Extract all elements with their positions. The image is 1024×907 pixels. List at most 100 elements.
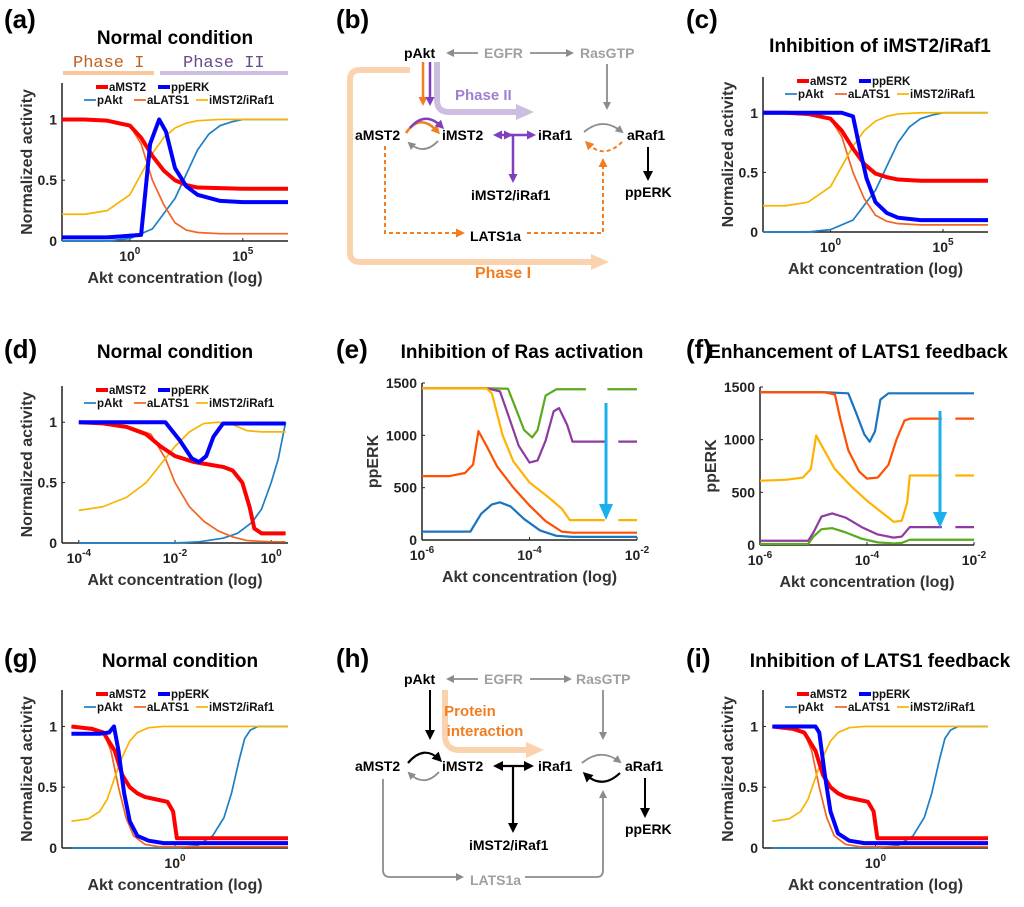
series-line-series5	[422, 501, 637, 538]
down-arrow-icon	[933, 512, 947, 528]
series-line-series1	[422, 387, 586, 439]
legend-label: iMST2/iRaf1	[209, 702, 275, 714]
h-araf1-to-iraf1-arrow	[582, 771, 621, 783]
node-pperk: ppERK	[625, 184, 672, 200]
panel-letter-d: (d)	[4, 334, 37, 364]
x-tick-label: 10-4	[855, 550, 880, 568]
series-line-series4	[422, 430, 637, 534]
y-tick-label: 1500	[724, 379, 755, 395]
phase1-label: Phase I	[73, 54, 144, 73]
series-line-ppERK	[62, 117, 288, 240]
chart-title: Normal condition	[97, 28, 253, 49]
h-node-complex: iMST2/iRaf1	[469, 837, 549, 853]
chart-title: Normal condition	[102, 651, 258, 672]
x-axis-label: Akt concentration (log)	[87, 877, 262, 894]
phase1-bar	[63, 71, 154, 75]
chart-title: Normal condition	[97, 342, 253, 363]
node-complex: iMST2/iRaf1	[471, 187, 551, 203]
y-tick-label: 1000	[386, 427, 417, 443]
y-tick-label: 0	[747, 537, 755, 553]
series-line-series1	[760, 391, 974, 443]
y-axis-label: Normalized activity	[19, 696, 36, 842]
legend-label: aLATS1	[147, 398, 190, 410]
amst2-to-imst2-purple	[409, 117, 445, 130]
h-lats1a-to-raf-arrow	[525, 790, 607, 878]
y-tick-label: 1000	[724, 432, 755, 448]
x-axis-label: Akt concentration (log)	[87, 270, 262, 287]
node-iraf1: iRaf1	[538, 127, 572, 143]
legend-label: ppERK	[171, 385, 210, 397]
h-node-amst2: aMST2	[355, 758, 400, 774]
y-tick-label: 500	[732, 484, 756, 500]
y-tick-label: 0	[49, 233, 57, 249]
phase2-bar	[160, 71, 288, 75]
panel-letter-b: (b)	[336, 4, 369, 34]
legend-label: iMST2/iRaf1	[910, 89, 976, 101]
y-tick-label: 0.5	[38, 172, 58, 188]
h-amst2-to-lats1a-arrow	[382, 779, 464, 881]
x-axis-label: Akt concentration (log)	[779, 574, 954, 591]
diagram-h: Protein interaction pAkt EGFR RasGTP aMS…	[355, 671, 672, 888]
y-tick-label: 0.5	[38, 779, 58, 795]
legend-label: aLATS1	[147, 702, 190, 714]
phase2-path	[434, 62, 534, 120]
protein-interaction-label-1: Protein	[444, 703, 496, 720]
iraf1-to-araf1-arrow	[583, 123, 624, 134]
x-tick-label: 10-2	[625, 545, 650, 563]
legend-label: iMST2/iRaf1	[209, 398, 275, 410]
y-tick-label: 500	[394, 480, 418, 496]
x-tick-label: 100	[261, 548, 283, 566]
protein-interaction-path	[442, 690, 544, 758]
legend-label: ppERK	[872, 689, 911, 701]
down-arrow-icon	[599, 504, 613, 520]
series-line-aMST2	[763, 110, 988, 183]
y-tick-label: 0	[409, 532, 417, 548]
h-imst2-to-amst2-arrow	[407, 771, 440, 782]
chart-title: Inhibition of iMST2/iRaf1	[769, 36, 991, 57]
series-line-aLATS1	[71, 725, 288, 848]
series-line-aLATS1	[61, 118, 288, 235]
node-rasgtp: RasGTP	[580, 45, 634, 61]
legend-label: pAkt	[97, 398, 123, 410]
phase1-path	[347, 67, 609, 270]
y-tick-label: 1500	[386, 375, 417, 391]
node-pakt: pAkt	[404, 45, 435, 61]
legend-label: pAkt	[97, 95, 123, 107]
legend-label: ppERK	[872, 76, 911, 88]
y-tick-label: 0	[750, 224, 758, 240]
x-tick-label: 10-4	[517, 545, 542, 563]
x-tick-label: 105	[932, 237, 954, 255]
series-line-iMST2/iRaf1	[62, 118, 288, 216]
legend-label: aMST2	[810, 689, 847, 701]
legend-label: aMST2	[109, 82, 146, 94]
legend-label: iMST2/iRaf1	[910, 702, 976, 714]
y-axis-label: ppERK	[703, 439, 720, 493]
series-line-ppERK	[763, 110, 988, 223]
series-line-aMST2	[62, 117, 288, 191]
series-line-series3	[759, 434, 942, 523]
legend-label: pAkt	[97, 702, 123, 714]
legend-label: aLATS1	[848, 89, 891, 101]
chart-a: Normal condition 100 105 0 0.5 1 Akt concentra…	[19, 28, 288, 287]
x-tick-label: 10-4	[67, 548, 92, 566]
h-node-imst2: iMST2	[442, 758, 483, 774]
phase2-label: Phase II	[183, 54, 265, 73]
panel-letter-i: (i)	[686, 643, 711, 673]
x-tick-label: 10-2	[962, 550, 987, 568]
y-tick-label: 0.5	[38, 475, 58, 491]
series-line-pAkt	[763, 111, 988, 233]
panel-letter-e: (e)	[336, 334, 368, 364]
x-tick-label: 100	[820, 237, 842, 255]
chart-title: Inhibition of LATS1 feedback	[750, 651, 1011, 672]
x-tick-label: 100	[119, 246, 141, 264]
panel-letter-h: (h)	[336, 643, 369, 673]
y-tick-label: 0.5	[739, 164, 759, 180]
x-axis-label: Akt concentration (log)	[788, 877, 963, 894]
node-imst2: iMST2	[442, 127, 483, 143]
y-tick-label: 1	[49, 414, 57, 430]
h-node-rasgtp: RasGTP	[576, 671, 630, 687]
series-line-ppERK	[71, 724, 288, 846]
legend-label: aLATS1	[147, 95, 190, 107]
protein-interaction-label-2: interaction	[447, 723, 524, 740]
